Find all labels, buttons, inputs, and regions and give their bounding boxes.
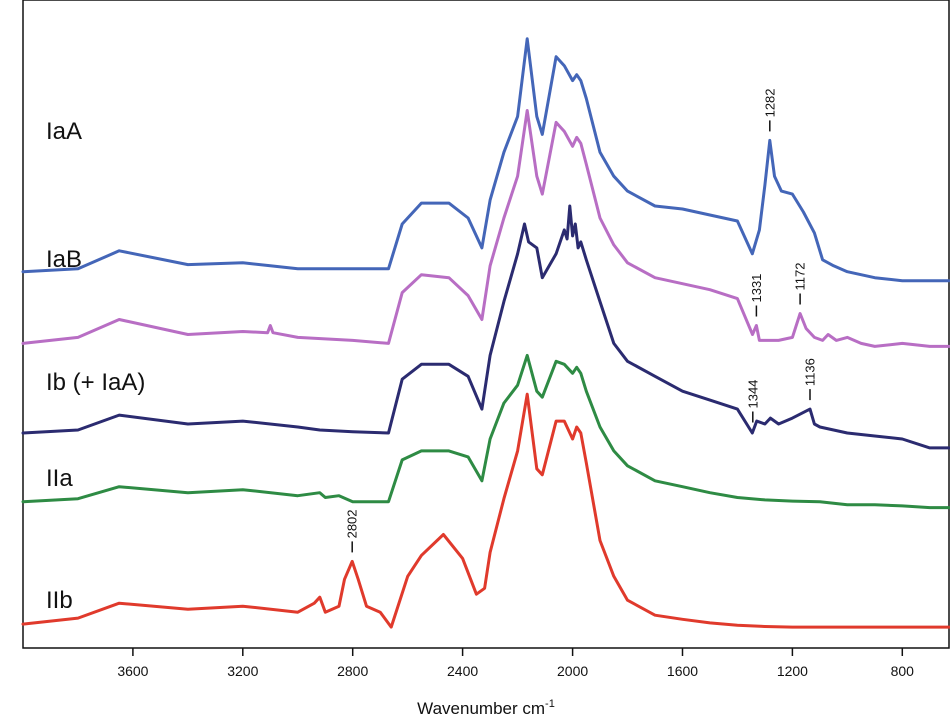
x-tick-label-3600: 3600 — [117, 663, 148, 679]
plot-frame — [22, 0, 950, 649]
series-line-iia — [21, 353, 950, 510]
x-tick-label-1200: 1200 — [777, 663, 808, 679]
peak-label-1282: 1282 — [762, 88, 777, 117]
x-axis-title: Wavenumber cm-1 — [417, 698, 555, 717]
peak-label-1136: 1136 — [803, 358, 818, 386]
series-label-iaa: IaA — [46, 118, 82, 145]
series-line-iab — [21, 109, 950, 348]
series-labels: IaA IaB Ib (+ IaA) IIa IIb — [46, 118, 145, 614]
x-tick-label-2000: 2000 — [557, 663, 588, 679]
series-line-iaa — [21, 37, 950, 283]
x-tick-label-800: 800 — [891, 663, 915, 679]
peak-label-1344: 1344 — [745, 380, 760, 409]
x-axis-title-text: Wavenumber cm — [417, 699, 545, 717]
x-axis-title-superscript: -1 — [545, 698, 555, 710]
series-label-iia: IIa — [46, 465, 73, 492]
x-tick-label-1600: 1600 — [667, 663, 698, 679]
x-tick-label-3200: 3200 — [227, 663, 258, 679]
series-line-ib — [21, 204, 950, 450]
series-label-iab: IaB — [46, 246, 82, 273]
x-tick-label-2800: 2800 — [337, 663, 368, 679]
x-tick-label-2400: 2400 — [447, 663, 478, 679]
spectra-lines — [21, 37, 950, 629]
series-label-ib: Ib (+ IaA) — [46, 369, 145, 396]
peak-label-1331: 1331 — [749, 274, 764, 303]
series-line-iib — [21, 392, 950, 629]
series-label-iib: IIb — [46, 587, 73, 614]
peak-label-1172: 1172 — [793, 263, 808, 291]
peak-annotations: 1282 1331 1172 1344 1136 2802 — [345, 88, 818, 553]
x-axis: 3600 3200 2800 2400 2000 1600 1200 800 — [117, 648, 914, 679]
peak-label-2802: 2802 — [345, 509, 360, 538]
